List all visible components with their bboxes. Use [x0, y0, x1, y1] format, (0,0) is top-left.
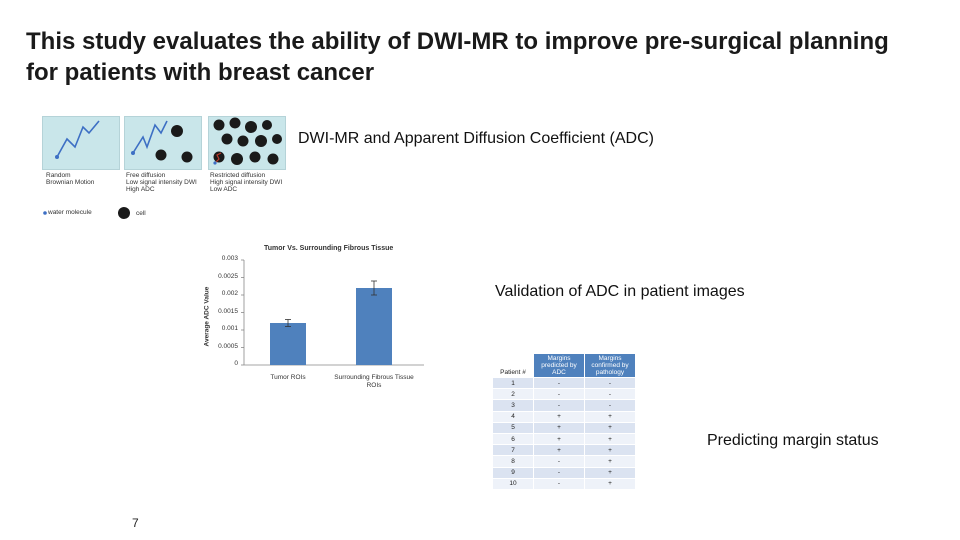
table-row: 6 + + [492, 432, 636, 446]
table-cell: + [533, 432, 585, 446]
random-label: Random Brownian Motion [46, 172, 94, 186]
y-tick-label: 0.0015 [218, 307, 238, 315]
table-row: 1-- [492, 376, 636, 390]
table-cell: 4 [492, 410, 534, 423]
restricted-diffusion-label-line: Restricted diffusion [210, 172, 266, 179]
y-tick-label: 0.001 [221, 325, 238, 332]
restricted-diffusion-cells [213, 117, 282, 165]
table-cell: - [533, 455, 585, 468]
table-cell: + [584, 444, 636, 457]
table-cell: + [533, 444, 585, 457]
table-row: 4 + + [492, 410, 636, 423]
cell-dot-icon [118, 207, 130, 219]
table-row: 8- + [492, 455, 636, 468]
y-tick-label: 0.003 [221, 255, 238, 262]
table-cell: - [584, 388, 636, 401]
table-header-predicted: Margins predicted by ADC [533, 353, 585, 378]
table-cell: - [533, 477, 585, 490]
random-label-line: Random [46, 172, 71, 179]
restricted-diffusion-panel [208, 116, 286, 170]
table-cell: 1 [492, 376, 534, 390]
molecule-dot-icon [43, 211, 47, 215]
table-header-confirmed: Margins confirmed by pathology [584, 353, 636, 378]
table-cell: 9 [492, 466, 534, 479]
table-cell: 2 [492, 388, 534, 401]
restricted-diffusion-label: Restricted diffusion High signal intensi… [210, 172, 282, 193]
x-tick-label: Tumor ROIs [270, 374, 306, 381]
random-motion-path [55, 120, 100, 159]
table-cell: 8 [492, 455, 534, 468]
table-cell: + [584, 455, 636, 468]
table-cell: 5 [492, 421, 534, 434]
bar [270, 323, 306, 365]
diffusion-legend-marks [43, 207, 130, 219]
free-diffusion-panel [124, 116, 202, 170]
table-cell: - [533, 466, 585, 479]
chart-title: Tumor Vs. Surrounding Fibrous Tissue [264, 245, 394, 252]
free-diffusion-label-line: Free diffusion [126, 172, 166, 179]
table-cell: + [533, 410, 585, 423]
margin-table-body: 1- -2- -3- -4 + +5 + +6 + +7 + +8- +9- +10- + [492, 376, 636, 490]
table-cell: - [584, 399, 636, 412]
table-cell: 3 [492, 399, 534, 412]
free-diffusion-label: Free diffusion Low signal intensity DWI … [126, 172, 197, 193]
table-cell: - [584, 376, 636, 390]
table-row: 3-- [492, 399, 636, 412]
table-row: 5 + + [492, 421, 636, 434]
restricted-diffusion-label-line: High signal intensity DWI [210, 179, 283, 186]
table-cell: - [533, 376, 585, 390]
margin-table: Patient # Margins predicted by ADC Margi… [492, 353, 636, 490]
slide-title: This study evaluates the ability of DWI-… [26, 28, 889, 86]
table-cell: + [584, 410, 636, 423]
dwi-caption: DWI-MR and Apparent Diffusion Coefficien… [298, 130, 654, 147]
table-header-patient: Patient # [492, 353, 534, 378]
y-tick-label: 0.0005 [218, 342, 238, 350]
table-row: 2-- [492, 388, 636, 401]
bar [356, 288, 392, 365]
table-row: 9- + [492, 466, 636, 479]
table-cell: - [533, 388, 585, 401]
table-cell: - [533, 399, 585, 412]
predicting-caption: Predicting margin status [707, 432, 879, 449]
free-diffusion-label-line: Low signal intensity DWI [126, 179, 197, 186]
random-label-line: Brownian Motion [46, 179, 95, 186]
page-number: 7 [132, 516, 139, 530]
table-cell: + [584, 432, 636, 446]
table-cell: + [584, 421, 636, 434]
table-cell: 7 [492, 444, 534, 457]
table-cell: 6 [492, 432, 534, 446]
table-row: 7 + + [492, 444, 636, 457]
x-tick-label: Surrounding Fibrous Tissue ROIs [334, 374, 414, 389]
table-cell: + [584, 466, 636, 479]
table-cell: + [584, 477, 636, 490]
y-tick-label: 0 [234, 360, 238, 367]
table-row: 10- + [492, 477, 636, 490]
validation-caption: Validation of ADC in patient images [495, 283, 745, 300]
legend-cell-label: cell [136, 210, 146, 217]
random-motion-panel [42, 116, 120, 170]
y-tick-label: 0.002 [221, 290, 238, 297]
y-tick-label: 0.0025 [218, 272, 238, 280]
free-diffusion-label-line: High ADC [126, 186, 155, 193]
table-cell: 10 [492, 477, 534, 490]
legend-molecule-label: water molecule [48, 209, 92, 216]
restricted-diffusion-label-line: Low ADC [210, 186, 238, 193]
table-cell: + [533, 421, 585, 434]
free-diffusion-path [131, 120, 193, 163]
